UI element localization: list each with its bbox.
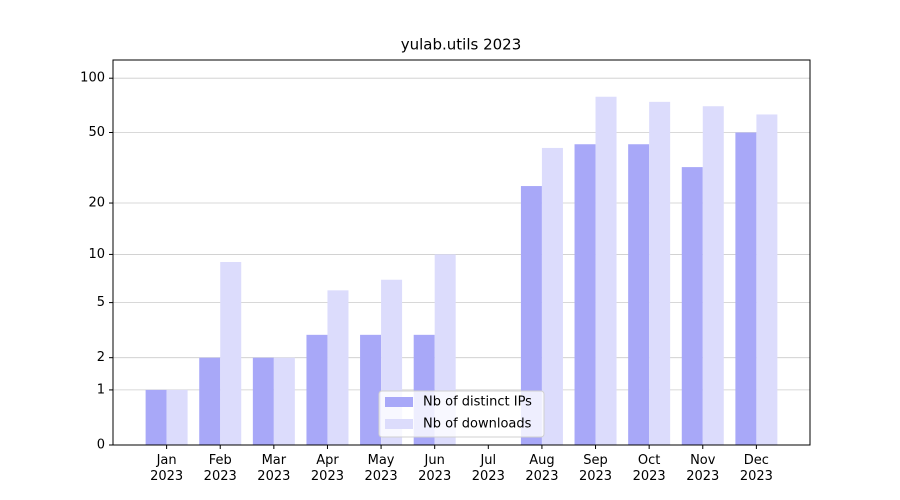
bar	[681, 167, 703, 445]
bar	[541, 147, 563, 445]
chart-title: yulab.utils 2023	[401, 36, 522, 54]
bar	[628, 144, 650, 445]
y-tick-label: 50	[88, 125, 105, 140]
y-tick-label: 1	[97, 382, 105, 397]
y-tick-label: 100	[80, 71, 105, 86]
x-tick-label: Jun 2023	[418, 453, 452, 484]
plot-frame	[112, 59, 811, 446]
x-tick-label: Feb 2023	[203, 453, 237, 484]
bar	[252, 357, 274, 445]
bar	[327, 290, 349, 445]
bar	[756, 114, 778, 445]
x-tick-label: Jul 2023	[471, 453, 505, 484]
y-tick-label: 20	[88, 196, 105, 211]
x-tick-label: Mar 2023	[257, 453, 291, 484]
bar	[595, 96, 617, 445]
legend-swatch	[385, 397, 413, 407]
y-tick-label: 10	[88, 247, 105, 262]
x-tick-label: Nov 2023	[686, 453, 720, 484]
bar	[199, 357, 221, 445]
legend-label: Nb of distinct IPs	[423, 395, 532, 410]
x-tick-label: Dec 2023	[739, 453, 773, 484]
legend-box	[378, 390, 545, 438]
bar	[649, 101, 671, 446]
y-tick-label: 2	[97, 350, 105, 365]
bar	[145, 389, 167, 445]
bar	[360, 334, 382, 445]
x-tick-label: May 2023	[364, 453, 398, 484]
x-tick-label: Sep 2023	[578, 453, 613, 484]
y-tick-label: 5	[97, 295, 105, 310]
bar	[520, 186, 542, 445]
x-tick-label: Apr 2023	[310, 453, 344, 484]
bar	[702, 106, 724, 445]
bar	[166, 389, 188, 445]
bar	[735, 132, 757, 445]
bar	[273, 357, 295, 445]
legend-swatch	[385, 419, 413, 429]
x-tick-label: Aug 2023	[525, 453, 559, 484]
x-tick-label: Jan 2023	[150, 453, 184, 484]
bar	[220, 261, 242, 445]
x-tick-label: Oct 2023	[632, 453, 666, 484]
legend-label: Nb of downloads	[423, 417, 532, 432]
bar	[306, 334, 328, 445]
bar	[574, 144, 596, 445]
y-tick-label: 0	[97, 438, 105, 453]
